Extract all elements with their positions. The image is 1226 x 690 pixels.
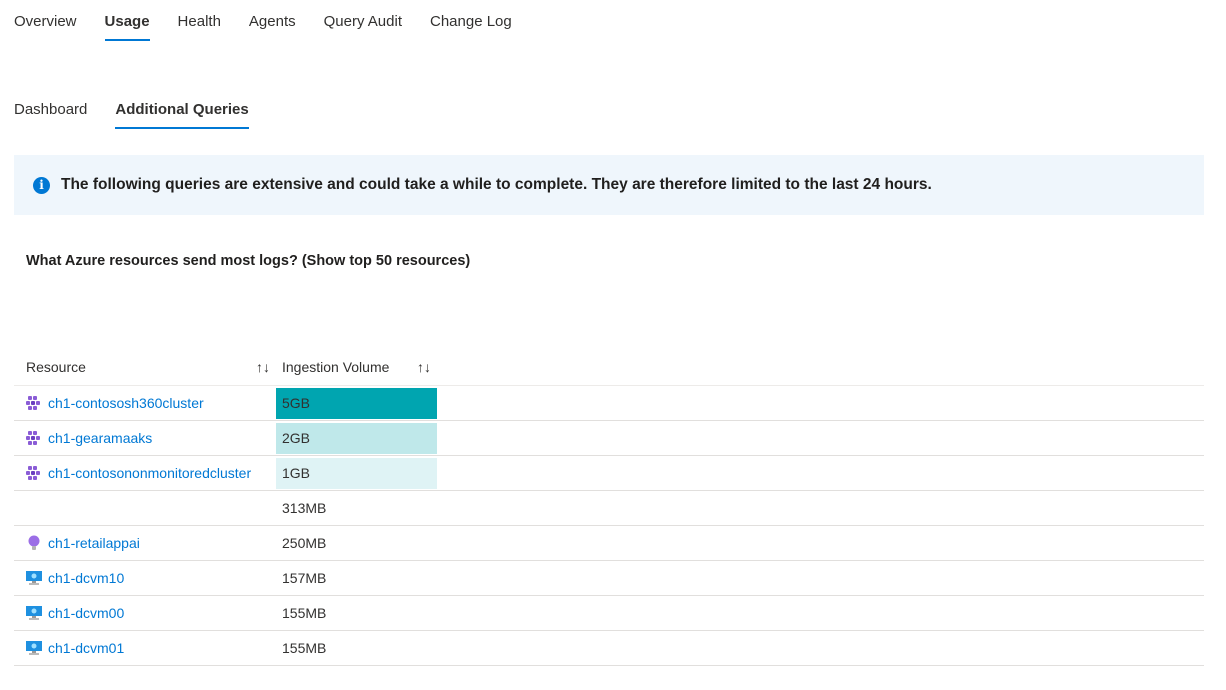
sort-icon[interactable]: ↑↓ (417, 358, 431, 375)
resource-cell: ch1-dcvm01 (14, 630, 282, 666)
resource-cell: ch1-dcvm00 (14, 595, 282, 631)
table-row: 313MB (14, 490, 1204, 526)
main-tabs: Overview Usage Health Agents Query Audit… (14, 13, 540, 41)
resource-cell: ch1-contososh360cluster (14, 385, 282, 421)
resource-link[interactable]: ch1-gearamaaks (48, 430, 153, 446)
resource-cell (14, 490, 282, 526)
volume-cell: 250MB (282, 525, 443, 561)
table-row: ch1-contosononmonitoredcluster 1GB (14, 455, 1204, 491)
resource-link[interactable]: ch1-retailappai (48, 535, 140, 551)
resource-link[interactable]: ch1-contososh360cluster (48, 395, 204, 411)
tab-query-audit[interactable]: Query Audit (323, 13, 402, 30)
table-row: ch1-dcvm01 155MB (14, 630, 1204, 666)
resource-link[interactable]: ch1-dcvm00 (48, 605, 125, 621)
column-header-ingestion-volume[interactable]: Ingestion Volume ↑↓ (282, 348, 443, 386)
query-title: What Azure resources send most logs? (Sh… (26, 253, 471, 269)
volume-bar: 1GB (276, 457, 437, 489)
app-insights-icon (26, 535, 42, 551)
resource-link[interactable]: ch1-contosononmonitoredcluster (48, 465, 252, 481)
info-text: The following queries are extensive and … (61, 176, 932, 193)
volume-cell: 157MB (282, 560, 443, 596)
volume-value: 155MB (282, 640, 327, 656)
resource-cell: ch1-contosononmonitoredcluster (14, 455, 282, 491)
tab-health[interactable]: Health (177, 13, 221, 30)
volume-bar: 5GB (276, 387, 437, 419)
resource-cell: ch1-gearamaaks (14, 420, 282, 456)
table-row: ch1-retailappai 250MB (14, 525, 1204, 561)
tab-dashboard[interactable]: Dashboard (14, 101, 88, 118)
kubernetes-icon (26, 430, 42, 446)
virtual-machine-icon (26, 605, 42, 621)
table-row: ch1-contososh360cluster 5GB (14, 385, 1204, 421)
resource-link[interactable]: ch1-dcvm01 (48, 640, 125, 656)
volume-bar: 2GB (276, 422, 437, 454)
sub-tabs: Dashboard Additional Queries (14, 101, 277, 129)
resource-link[interactable]: ch1-dcvm10 (48, 570, 125, 586)
volume-cell: 313MB (282, 490, 443, 526)
volume-value: 250MB (282, 535, 327, 551)
volume-value: 157MB (282, 570, 327, 586)
tab-overview[interactable]: Overview (14, 13, 77, 30)
resources-table: Resource ↑↓ Ingestion Volume ↑↓ ch1-contos… (14, 348, 1204, 666)
tab-usage[interactable]: Usage (104, 13, 150, 41)
info-icon: i (33, 176, 50, 194)
kubernetes-icon (26, 395, 42, 411)
volume-cell: 155MB (282, 595, 443, 631)
volume-cell: 2GB (276, 420, 443, 456)
resource-cell: ch1-retailappai (14, 525, 282, 561)
tab-additional-queries[interactable]: Additional Queries (115, 101, 249, 129)
kubernetes-icon (26, 465, 42, 481)
tab-change-log[interactable]: Change Log (430, 13, 512, 30)
table-row: ch1-dcvm10 157MB (14, 560, 1204, 596)
tab-agents[interactable]: Agents (248, 13, 296, 30)
virtual-machine-icon (26, 570, 42, 586)
virtual-machine-icon (26, 640, 42, 656)
info-banner: i The following queries are extensive an… (14, 155, 1204, 215)
volume-cell: 1GB (276, 455, 443, 491)
column-header-resource[interactable]: Resource ↑↓ (14, 348, 282, 386)
volume-value: 313MB (282, 500, 327, 516)
volume-cell: 5GB (276, 385, 443, 421)
resource-cell: ch1-dcvm10 (14, 560, 282, 596)
sort-icon[interactable]: ↑↓ (256, 358, 270, 375)
table-row: ch1-gearamaaks 2GB (14, 420, 1204, 456)
table-row: ch1-dcvm00 155MB (14, 595, 1204, 631)
volume-value: 155MB (282, 605, 327, 621)
volume-cell: 155MB (282, 630, 443, 666)
